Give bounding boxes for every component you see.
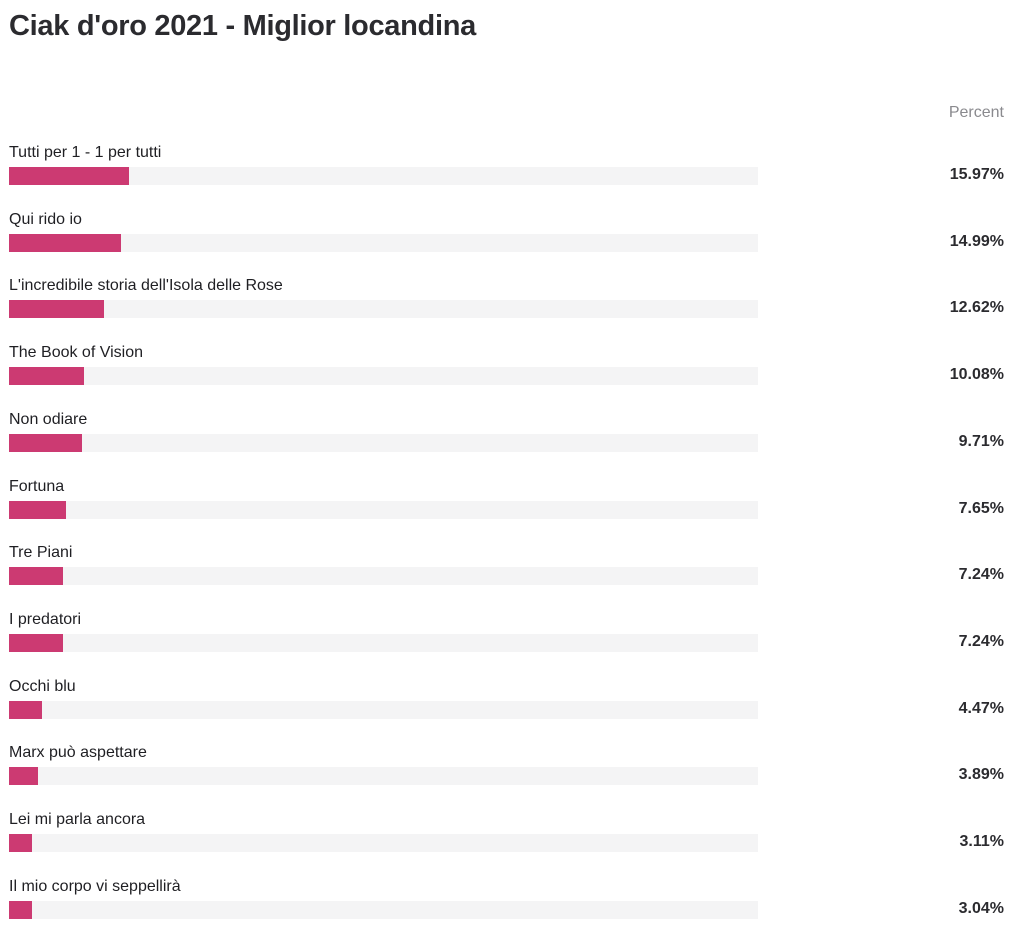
bar-track xyxy=(9,167,758,185)
bar-track xyxy=(9,233,758,252)
value-label: 9.71% xyxy=(958,432,1004,450)
category-label: Lei mi parla ancora xyxy=(9,811,146,828)
bar xyxy=(9,167,129,185)
category-label: The Book of Vision xyxy=(9,344,144,362)
bar-track xyxy=(9,834,758,852)
bar xyxy=(9,567,64,586)
bar-row: Occhi blu 4.47% xyxy=(0,678,1024,744)
value-label: 3.04% xyxy=(958,899,1004,917)
value-label: 7.24% xyxy=(958,632,1004,650)
bar-track xyxy=(9,300,758,319)
category-label: L'incredibile storia dell'Isola delle Ro… xyxy=(9,277,283,295)
bar-track xyxy=(9,700,758,719)
bar-track xyxy=(9,567,758,586)
bar-row: Lei mi parla ancora 3.11% xyxy=(0,811,1024,877)
bar xyxy=(9,700,43,719)
value-label: 7.24% xyxy=(958,566,1004,584)
bar-row: The Book of Vision 10.08% xyxy=(0,344,1024,410)
bar-track xyxy=(9,433,758,452)
bar-row: Qui rido io 14.99% xyxy=(0,211,1024,277)
bar-track xyxy=(9,367,758,386)
bar-track xyxy=(9,900,758,919)
bar xyxy=(9,233,122,252)
bar xyxy=(9,900,32,919)
bar xyxy=(9,367,85,386)
bar-track xyxy=(9,767,758,786)
bar-row: I predatori 7.24% xyxy=(0,611,1024,677)
value-label: 15.97% xyxy=(949,166,1004,183)
value-label: 3.89% xyxy=(958,766,1004,784)
category-label: Non odiare xyxy=(9,410,88,428)
value-label: 3.11% xyxy=(959,833,1004,850)
bar xyxy=(9,500,67,519)
category-label: Il mio corpo vi seppellirà xyxy=(9,877,181,895)
bar-track xyxy=(9,633,758,652)
bar xyxy=(9,433,82,452)
bar-row: Tutti per 1 - 1 per tutti 15.97% xyxy=(0,144,1024,210)
bar-row: Tre Piani 7.24% xyxy=(0,544,1024,610)
value-label: 4.47% xyxy=(958,699,1004,717)
value-label: 12.62% xyxy=(949,299,1004,317)
value-label: 10.08% xyxy=(949,366,1004,384)
bar xyxy=(9,834,33,852)
bar xyxy=(9,767,39,786)
bar-row: Marx può aspettare 3.89% xyxy=(0,744,1024,810)
category-label: Fortuna xyxy=(9,477,65,495)
category-label: Occhi blu xyxy=(9,677,76,695)
bar xyxy=(9,633,64,652)
bar-row: L'incredibile storia dell'Isola delle Ro… xyxy=(0,277,1024,343)
bar-row: Il mio corpo vi seppellirà 3.04% xyxy=(0,878,1024,944)
category-label: Marx può aspettare xyxy=(9,744,147,762)
value-label: 7.65% xyxy=(958,499,1004,517)
bar-row: Fortuna 7.65% xyxy=(0,478,1024,544)
value-label: 14.99% xyxy=(949,232,1004,250)
bar-track xyxy=(9,500,758,519)
value-column-header: Percent xyxy=(948,104,1004,121)
category-label: Tre Piani xyxy=(9,544,73,562)
category-label: Tutti per 1 - 1 per tutti xyxy=(9,144,162,161)
bar xyxy=(9,300,104,319)
chart-title: Ciak d'oro 2021 - Miglior locandina xyxy=(9,10,476,42)
category-label: Qui rido io xyxy=(9,210,82,228)
bar-row: Non odiare 9.71% xyxy=(0,411,1024,477)
category-label: I predatori xyxy=(9,610,82,628)
